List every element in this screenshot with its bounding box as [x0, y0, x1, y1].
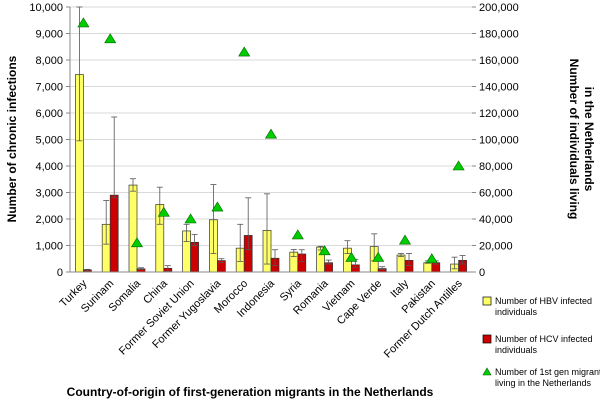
migrant-marker: [77, 17, 90, 28]
left-tick-label: 7,000: [35, 82, 63, 94]
migrant-marker: [372, 251, 385, 262]
right-axis-title-line1: Number of individuals living: [567, 59, 581, 220]
legend-swatch-hcv: [482, 334, 492, 344]
right-axis-ticks: 0 20,000 40,000 60,000 80,000 100,000 120,000 1…: [472, 2, 519, 279]
left-tick-label: 5,000: [35, 135, 63, 147]
right-tick-label: 20,000: [479, 241, 513, 253]
left-tick-label: 4,000: [35, 161, 63, 173]
legend-label-migrants-line2: living in the Netherlands: [495, 378, 592, 388]
hcv-bar: [190, 241, 199, 273]
right-tick-label: 40,000: [479, 214, 513, 226]
right-tick-label: 180,000: [479, 29, 519, 41]
left-axis-title: Number of chronic infections: [5, 55, 19, 222]
migrant-marker: [184, 213, 197, 224]
right-tick-label: 200,000: [479, 2, 519, 14]
migrant-marker: [157, 206, 170, 217]
migrant-marker: [130, 237, 144, 248]
left-tick-label: 10,000: [29, 2, 63, 14]
migrant-marker: [425, 253, 438, 264]
hbv-bar: [423, 262, 433, 273]
right-tick-label: 60,000: [479, 188, 513, 200]
hbv-bar: [128, 184, 138, 273]
migrant-marker: [264, 128, 278, 139]
migrant-marker: [211, 201, 224, 212]
legend-label-hbv-line1: Number of HBV infected: [495, 296, 592, 306]
right-axis-title-line2: in the Netherlands: [582, 87, 596, 192]
right-tick-label: 160,000: [479, 55, 519, 67]
migrant-marker: [345, 251, 358, 262]
hcv-bar: [109, 194, 119, 273]
migrant-marker: [238, 46, 251, 57]
left-tick-label: 2,000: [35, 214, 63, 226]
migrant-marker: [318, 245, 331, 256]
right-tick-label: 100,000: [479, 135, 519, 147]
legend-label-hcv-line2: individuals: [495, 345, 538, 355]
legend-swatch-hbv: [482, 296, 492, 306]
x-axis-title: Country-of-origin of first-generation mi…: [67, 385, 434, 399]
migrant-marker: [452, 160, 465, 171]
left-tick-label: 9,000: [35, 29, 63, 41]
left-tick-label: 6,000: [35, 108, 63, 120]
left-tick-label: 8,000: [35, 55, 63, 67]
migrant-marker: [291, 229, 304, 240]
legend-label-hbv-line2: individuals: [495, 307, 538, 317]
migrant-marker: [398, 234, 412, 245]
category-label: Italy: [388, 277, 411, 300]
left-axis-ticks: 0 1,000 2,000 3,000 4,000 5,000 6,000 7,000 8,00…: [29, 2, 70, 279]
right-tick-label: 80,000: [479, 161, 513, 173]
migrant-markers: [77, 17, 465, 264]
migrant-marker: [104, 33, 117, 44]
left-tick-label: 3,000: [35, 188, 63, 200]
right-tick-label: 0: [479, 267, 485, 279]
right-tick-label: 140,000: [479, 82, 519, 94]
legend-label-hcv-line1: Number of HCV infected: [495, 334, 593, 344]
left-tick-label: 0: [57, 267, 63, 279]
legend: Number of HBV infected individuals Numbe…: [482, 296, 600, 388]
right-tick-label: 120,000: [479, 108, 519, 120]
legend-marker-migrants: [482, 367, 492, 376]
left-tick-label: 1,000: [35, 241, 63, 253]
hbv-bar: [396, 254, 406, 273]
error-bars: [76, 6, 466, 272]
legend-label-migrants-line1: Number of 1st gen migrants: [495, 367, 600, 377]
